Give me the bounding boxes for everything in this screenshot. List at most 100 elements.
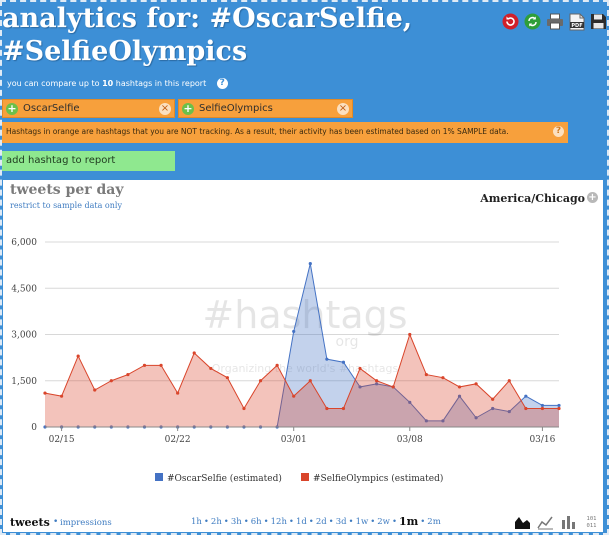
pdf-icon[interactable]: PDF [567, 12, 586, 31]
metric-tweets[interactable]: tweets [10, 516, 50, 529]
restrict-sample-link[interactable]: restrict to sample data only [10, 201, 122, 210]
range-separator: • [308, 517, 314, 527]
remove-hashtag-icon[interactable]: × [159, 103, 171, 115]
series-1-point[interactable] [308, 379, 312, 383]
series-1-point[interactable] [557, 406, 561, 411]
add-icon[interactable]: + [6, 101, 18, 115]
range-selector: 1h • 2h • 3h • 6h • 12h • 1d • 2d • 3d • 1w • 2w • 1m • 2m [191, 515, 441, 528]
series-0-point[interactable] [292, 329, 296, 334]
range-2w[interactable]: 2w [377, 517, 390, 527]
series-1-point[interactable] [457, 385, 462, 389]
help-icon[interactable]: ? [553, 126, 564, 137]
print-icon[interactable] [545, 12, 564, 31]
series-0-point[interactable] [358, 385, 362, 389]
range-1w[interactable]: 1w [355, 517, 369, 527]
series-0-point[interactable] [424, 419, 428, 423]
legend-label[interactable]: #OscarSelfie (estimated) [167, 473, 282, 484]
area-chart-icon[interactable] [514, 513, 531, 530]
refresh-icon[interactable] [501, 12, 520, 31]
series-1-point[interactable] [341, 406, 346, 411]
hashtag-label: OscarSelfie [23, 103, 80, 114]
series-1-point[interactable] [474, 382, 478, 386]
series-0-point[interactable] [474, 416, 478, 420]
series-1-point[interactable] [292, 394, 296, 398]
x-tick-label: 02/22 [165, 435, 191, 445]
series-1-point[interactable] [524, 406, 528, 411]
series-1-point[interactable] [109, 379, 113, 383]
series-1-point[interactable] [441, 376, 445, 380]
y-tick-label: 1,500 [11, 377, 37, 387]
series-1-point[interactable] [225, 376, 229, 380]
series-0-point[interactable] [457, 394, 462, 398]
range-separator: • [420, 517, 426, 527]
range-6h[interactable]: 6h [250, 517, 262, 527]
series-0-point[interactable] [341, 360, 346, 364]
range-2d[interactable]: 2d [315, 517, 327, 527]
series-0-point[interactable] [375, 382, 379, 386]
series-0-point[interactable] [540, 403, 545, 408]
series-1-point[interactable] [275, 363, 279, 367]
chart-title: tweets per day [10, 182, 124, 198]
range-separator: • [391, 517, 397, 527]
series-1-point[interactable] [76, 354, 80, 358]
range-2m[interactable]: 2m [427, 517, 441, 527]
series-0-point[interactable] [408, 400, 412, 404]
help-icon[interactable]: ? [216, 78, 228, 89]
refresh-green-icon[interactable] [523, 12, 542, 31]
series-1-point[interactable] [391, 385, 395, 389]
range-separator: • [328, 517, 334, 527]
series-1-point[interactable] [126, 372, 130, 377]
series-1-point[interactable] [192, 351, 196, 355]
range-1d[interactable]: 1d [295, 517, 307, 527]
series-0-point[interactable] [441, 419, 445, 423]
x-tick-label: 03/16 [529, 435, 555, 445]
hashtag-pill-selfieolympics[interactable]: + SelfieOlympics × [178, 99, 353, 118]
range-separator: • [348, 517, 354, 527]
warning-text: Hashtags in orange are hashtags that you… [6, 127, 509, 136]
range-separator: • [370, 517, 376, 527]
series-0-point[interactable] [557, 403, 561, 408]
series-1-point[interactable] [424, 372, 428, 377]
series-1-point[interactable] [507, 379, 511, 383]
series-1-point[interactable] [358, 366, 362, 371]
save-icon[interactable] [589, 12, 608, 31]
range-3d[interactable]: 3d [335, 517, 347, 527]
add-icon[interactable]: + [182, 101, 194, 115]
series-1-point[interactable] [209, 366, 213, 371]
series-1-point[interactable] [375, 379, 379, 383]
metric-impressions-link[interactable]: impressions [60, 518, 112, 528]
timezone-label[interactable]: America/Chicago [480, 192, 585, 205]
legend-label[interactable]: #SelfieOlympics (estimated) [313, 473, 443, 484]
range-2h[interactable]: 2h [210, 517, 222, 527]
series-1-point[interactable] [540, 406, 545, 411]
series-0-point[interactable] [507, 409, 511, 414]
series-1-point[interactable] [93, 388, 97, 392]
series-1-point[interactable] [258, 379, 263, 383]
series-1-point[interactable] [176, 391, 180, 395]
series-0-point[interactable] [491, 406, 495, 411]
hashtag-pill-oscarselfie[interactable]: + OscarSelfie × [2, 99, 175, 118]
remove-hashtag-icon[interactable]: × [337, 103, 349, 115]
x-tick-label: 03/08 [397, 435, 423, 445]
series-1-point[interactable] [491, 397, 495, 401]
series-1-point[interactable] [59, 394, 64, 398]
series-0-point[interactable] [325, 357, 329, 361]
series-1-point[interactable] [408, 332, 412, 337]
add-hashtag-button[interactable]: add hashtag to report [2, 151, 175, 171]
range-1m[interactable]: 1m [398, 515, 419, 528]
title-line-2: #SelfieOlympics [2, 36, 248, 67]
series-1-point[interactable] [325, 406, 329, 411]
series-1-point[interactable] [242, 406, 246, 411]
series-0-point[interactable] [308, 261, 312, 266]
range-3h[interactable]: 3h [230, 517, 242, 527]
series-1-point[interactable] [43, 391, 47, 395]
series-0-point[interactable] [524, 394, 528, 398]
series-1-point[interactable] [159, 363, 163, 367]
range-1h[interactable]: 1h [191, 517, 202, 527]
timezone-plus-icon[interactable]: + [587, 192, 598, 203]
series-1-point[interactable] [142, 363, 147, 367]
range-12h[interactable]: 12h [270, 517, 287, 527]
line-chart-icon[interactable] [537, 513, 554, 530]
bar-chart-icon[interactable] [560, 513, 577, 530]
